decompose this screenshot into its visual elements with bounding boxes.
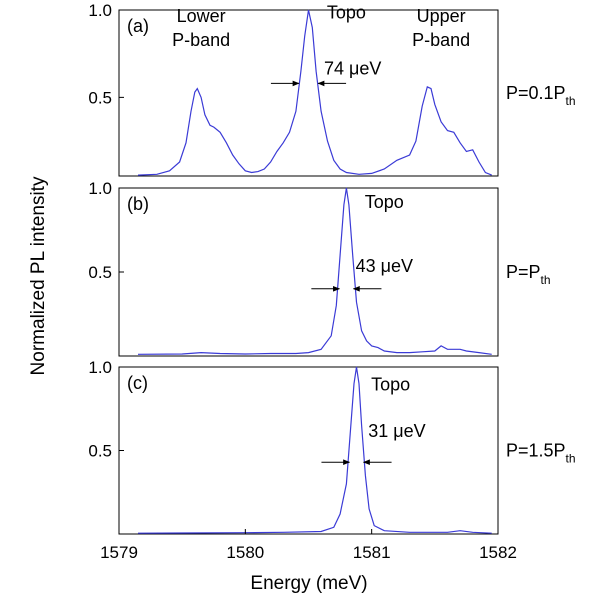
y-tick-label: 1.0 [88,1,112,20]
annotation-text: Topo [365,192,404,212]
annotation-text: 43 μeV [356,256,413,276]
annotation-text: Upper P-band [412,6,470,50]
spectrum-line [137,9,492,176]
x-tick-label: 1582 [479,543,517,562]
x-tick-label: 1580 [226,543,264,562]
panel-frame [118,187,499,357]
x-axis: 1579 1580 1581 1582 [100,529,517,562]
power-label: P=1.5Pth [506,441,576,466]
power-label: P=0.1Pth [506,83,576,108]
annotation-text: 74 μeV [324,59,381,79]
panels-group: 0.5 1.0 (a) Lower P-band Topo Upper P-band 74 μe… [88,1,576,535]
panel-label: (a) [127,16,149,36]
panel-frame [118,366,499,535]
y-tick-label: 0.5 [88,442,112,461]
y-axis-label: Normalized PL intensity [28,176,49,375]
annotation-text: Lower P-band [172,6,230,50]
panel-1: 0.5 1.0 (a) Lower P-band Topo Upper P-band 74 μe… [88,1,576,177]
power-label: P=Pth [506,262,551,287]
x-axis-label: Energy (meV) [250,573,367,594]
annotation-text: 31 μeV [368,421,425,441]
annotation-text: Topo [371,374,410,394]
panel-label: (b) [127,194,149,214]
panel-3: 0.5 1.0 (c) Topo 31 μeV P=1.5Pth [88,358,576,535]
x-tick-label: 1579 [100,543,138,562]
panel-label: (c) [127,373,148,393]
panel-2: 0.5 1.0 (b) Topo 43 μeV P=Pth [88,179,551,357]
spectrum-line [137,366,492,534]
x-tick-label: 1581 [353,543,391,562]
y-tick-label: 0.5 [88,263,112,282]
annotation-text: Topo [327,3,366,23]
y-tick-label: 0.5 [88,88,112,107]
y-tick-label: 1.0 [88,179,112,198]
y-tick-label: 1.0 [88,358,112,377]
spectrum-line [137,187,492,355]
